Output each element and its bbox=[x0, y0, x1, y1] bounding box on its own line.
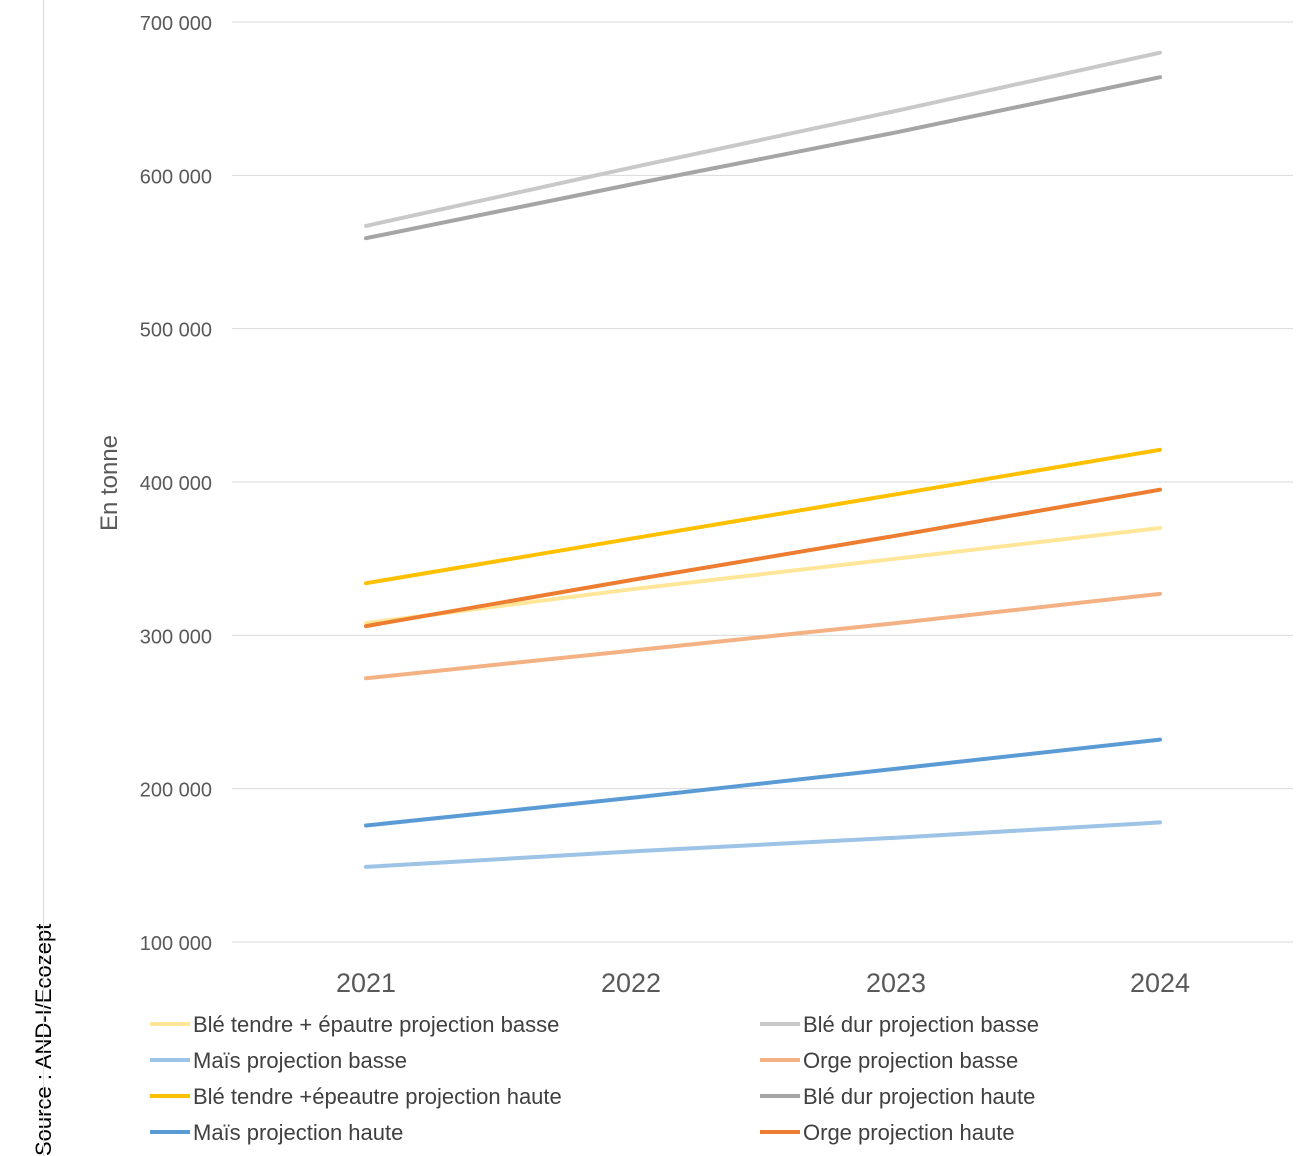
legend-label: Blé tendre + épautre projection basse bbox=[193, 1012, 559, 1037]
left-divider bbox=[43, 0, 44, 1156]
x-axis-tick-labels: 2021 2022 2023 2024 bbox=[336, 968, 1190, 998]
y-tick-label: 400 000 bbox=[140, 473, 212, 495]
legend-item: Orge projection basse bbox=[760, 1048, 1018, 1073]
y-tick-label: 600 000 bbox=[140, 166, 212, 188]
series-line bbox=[364, 820, 1162, 869]
y-tick-label: 700 000 bbox=[140, 13, 212, 35]
legend-label: Blé tendre +épeautre projection haute bbox=[193, 1084, 562, 1109]
y-tick-label: 300 000 bbox=[140, 626, 212, 648]
legend-item: Blé tendre +épeautre projection haute bbox=[150, 1084, 562, 1109]
legend: Blé tendre + épautre projection basse Blé… bbox=[150, 1012, 1039, 1145]
series-line bbox=[364, 487, 1162, 629]
x-tick-label: 2024 bbox=[1130, 968, 1190, 998]
series-line bbox=[364, 75, 1162, 241]
legend-item: Blé dur projection basse bbox=[760, 1012, 1039, 1037]
series-line bbox=[364, 737, 1162, 828]
series-line bbox=[364, 591, 1162, 681]
legend-label: Maïs projection haute bbox=[193, 1120, 403, 1145]
series-line bbox=[364, 526, 1162, 626]
legend-item: Orge projection haute bbox=[760, 1120, 1015, 1145]
legend-label: Orge projection basse bbox=[803, 1048, 1018, 1073]
x-tick-label: 2023 bbox=[866, 968, 926, 998]
legend-item: Maïs projection basse bbox=[150, 1048, 407, 1073]
series-lines bbox=[364, 50, 1162, 869]
x-tick-label: 2022 bbox=[601, 968, 661, 998]
legend-label: Orge projection haute bbox=[803, 1120, 1015, 1145]
legend-label: Blé dur projection basse bbox=[803, 1012, 1039, 1037]
gridlines bbox=[232, 21, 1293, 943]
legend-label: Blé dur projection haute bbox=[803, 1084, 1035, 1109]
series-line bbox=[364, 50, 1162, 228]
series-line bbox=[364, 447, 1162, 586]
x-tick-label: 2021 bbox=[336, 968, 396, 998]
legend-label: Maïs projection basse bbox=[193, 1048, 407, 1073]
y-axis-tick-labels: 100 000 200 000 300 000 400 000 500 000 600 0… bbox=[140, 13, 212, 955]
legend-item: Maïs projection haute bbox=[150, 1120, 403, 1145]
y-axis-label: En tonne bbox=[96, 435, 123, 531]
y-tick-label: 500 000 bbox=[140, 320, 212, 342]
legend-item: Blé dur projection haute bbox=[760, 1084, 1035, 1109]
y-tick-label: 200 000 bbox=[140, 780, 212, 802]
y-tick-label: 100 000 bbox=[140, 933, 212, 955]
legend-item: Blé tendre + épautre projection basse bbox=[150, 1012, 559, 1037]
